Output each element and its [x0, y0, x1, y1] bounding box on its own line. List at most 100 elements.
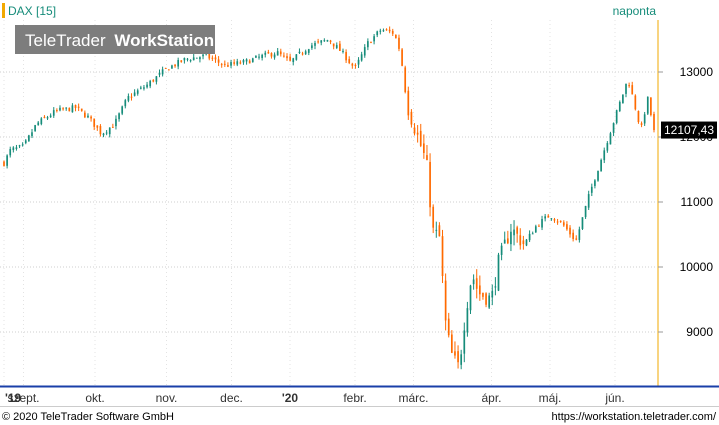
candle-down [653, 114, 655, 131]
candle-up [590, 186, 593, 193]
candle-down [167, 69, 170, 71]
candle-down [214, 57, 217, 60]
candle-up [600, 159, 602, 172]
candle-up [121, 106, 124, 114]
candle-down [164, 67, 167, 69]
candle-up [192, 57, 195, 61]
candle-up [149, 80, 152, 87]
candle-up [335, 45, 338, 48]
candle-up [65, 107, 68, 109]
candle-down [395, 34, 397, 39]
candle-up [314, 42, 316, 46]
candle-up [186, 58, 189, 60]
candle-down [575, 238, 578, 240]
candle-down [413, 127, 416, 134]
candle-down [68, 107, 71, 112]
candle-down [562, 222, 565, 226]
candle-down [637, 110, 640, 123]
x-tick-label: máj. [539, 391, 562, 405]
candle-down [267, 51, 270, 54]
candle-up [531, 233, 534, 235]
candle-up [311, 45, 313, 49]
candle-up [115, 118, 117, 127]
candle-down [559, 220, 562, 222]
candle-up [292, 58, 295, 63]
candle-up [261, 54, 263, 58]
candle-down [208, 53, 211, 59]
x-tick-label: ápr. [481, 391, 501, 405]
candle-down [416, 132, 419, 135]
candle-up [578, 229, 581, 240]
candle-up [183, 58, 186, 61]
candle-up [320, 40, 323, 43]
candles [3, 26, 655, 370]
x-tick-label: jún. [604, 391, 624, 405]
candle-down [388, 29, 391, 32]
candle-up [363, 47, 366, 56]
candle-down [650, 97, 652, 116]
candle-down [634, 95, 637, 110]
candle-down [329, 40, 332, 42]
candle-up [24, 140, 27, 144]
y-tick-label: 13000 [680, 65, 714, 79]
candle-up [584, 205, 587, 218]
candle-up [40, 118, 43, 125]
candle-up [472, 279, 475, 285]
candle-down [450, 334, 453, 353]
candle-up [488, 295, 491, 308]
candle-up [34, 125, 36, 131]
candle-up [376, 31, 379, 36]
candle-up [594, 180, 596, 186]
candle-up [202, 54, 204, 57]
logo-text-bold: WorkStation [114, 31, 214, 50]
candle-down [447, 318, 450, 336]
candle-up [49, 115, 52, 118]
candle-down [286, 56, 288, 59]
candle-down [556, 221, 559, 223]
candle-up [323, 40, 326, 42]
candle-down [74, 105, 77, 109]
candle-up [357, 59, 360, 65]
candle-up [251, 58, 254, 63]
candle-up [37, 122, 40, 126]
candle-down [217, 59, 220, 63]
candle-up [615, 110, 618, 123]
candle-down [174, 64, 176, 67]
candle-up [643, 114, 646, 124]
candle-up [124, 100, 127, 107]
candle-down [370, 42, 372, 44]
candle-up [307, 49, 310, 53]
candle-down [485, 293, 487, 305]
candle-down [96, 125, 99, 128]
instrument-label: DAX [15] [8, 4, 56, 18]
candle-down [553, 219, 556, 221]
candle-down [391, 30, 394, 34]
candle-down [401, 49, 403, 66]
candle-up [534, 226, 537, 233]
candle-up [28, 135, 30, 141]
footer-url[interactable]: https://workstation.teletrader.com/ [552, 411, 717, 423]
candle-up [373, 36, 375, 42]
candle-down [522, 240, 525, 245]
interval-label: naponta [613, 4, 657, 18]
candle-up [460, 354, 463, 365]
candle-down [99, 126, 102, 135]
candle-up [618, 101, 621, 111]
candle-up [264, 52, 267, 55]
copyright-text: © 2020 TeleTrader Software GmbH [2, 411, 174, 423]
candle-up [606, 143, 609, 151]
x-tick-label: szept. [7, 391, 39, 405]
candle-down [3, 161, 5, 166]
candle-down [152, 80, 155, 82]
gridlines [0, 20, 657, 386]
candle-up [15, 147, 18, 150]
candle-down [239, 62, 242, 64]
candle-down [180, 60, 183, 62]
y-axis-ticks: 900010000110001200013000 [658, 65, 713, 339]
candle-down [43, 116, 46, 118]
candle-down [301, 53, 304, 55]
candle-up [525, 239, 528, 246]
candle-up [603, 150, 606, 161]
candle-up [230, 62, 232, 66]
